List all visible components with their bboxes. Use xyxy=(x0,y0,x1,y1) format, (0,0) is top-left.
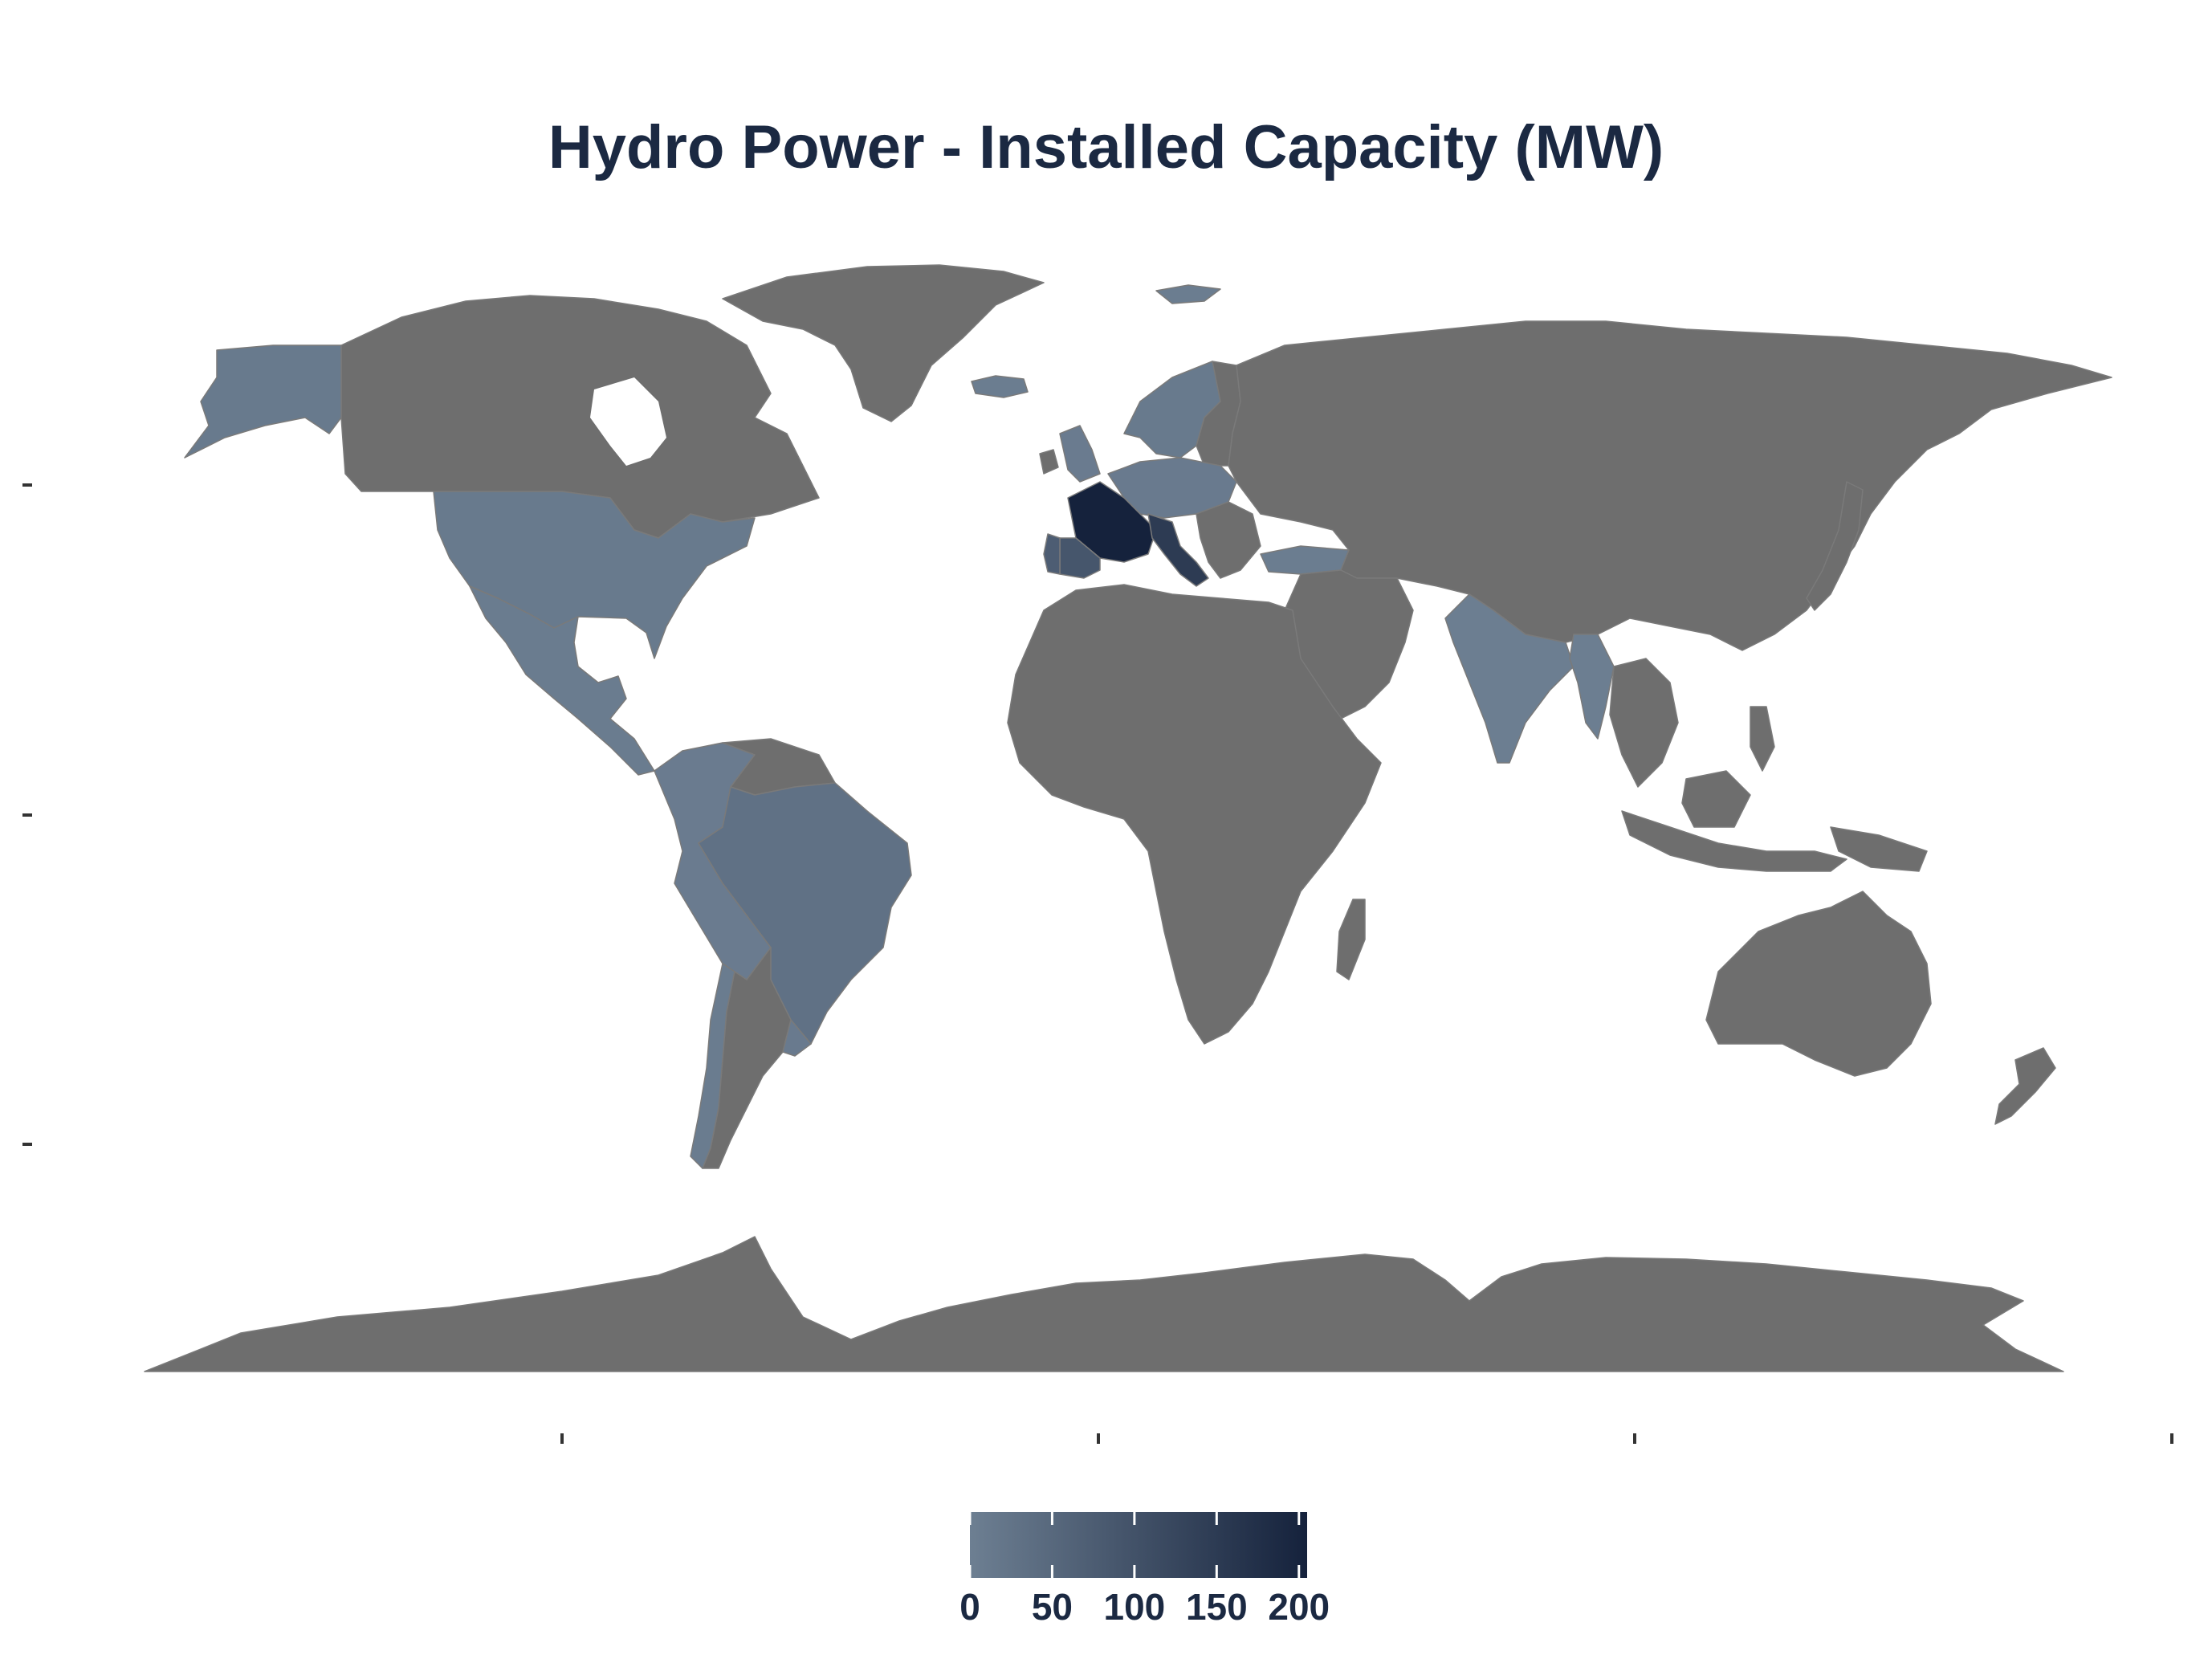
legend-labels: 0 50 100 150 200 xyxy=(959,1586,1330,1628)
region-new-zealand xyxy=(1994,1047,2056,1125)
region-indonesia xyxy=(1621,810,1847,872)
region-africa xyxy=(1007,584,1382,1045)
region-hudson-bay xyxy=(590,377,666,466)
region-turkey xyxy=(1260,545,1350,575)
legend-label: 50 xyxy=(1032,1586,1073,1628)
region-japan xyxy=(1806,481,1864,611)
region-argentina xyxy=(702,947,792,1169)
region-iceland xyxy=(971,375,1029,398)
legend-label: 0 xyxy=(959,1586,980,1628)
x-axis-ticks xyxy=(560,1433,2173,1444)
region-southeast-asia xyxy=(1609,658,1679,788)
legend-colorbar xyxy=(970,1512,1307,1578)
region-australia xyxy=(1705,891,1932,1077)
region-italy xyxy=(1147,513,1209,587)
region-philippines xyxy=(1750,706,1775,772)
legend-label: 100 xyxy=(1104,1586,1166,1628)
region-svalbard xyxy=(1155,284,1221,304)
region-myanmar xyxy=(1569,634,1615,740)
region-uk xyxy=(1059,425,1101,483)
region-mexico-central xyxy=(469,585,655,776)
region-russia-asia xyxy=(1228,320,2112,651)
legend-ticks xyxy=(968,1512,1301,1578)
region-india xyxy=(1444,593,1574,764)
region-new-guinea xyxy=(1830,826,1928,872)
chart-title: Hydro Power - Installed Capacity (MW) xyxy=(548,113,1664,181)
region-madagascar xyxy=(1336,899,1366,980)
region-greenland xyxy=(722,264,1045,422)
legend-label: 200 xyxy=(1268,1586,1330,1628)
y-axis-ticks xyxy=(22,483,32,1146)
region-brazil xyxy=(698,782,912,1045)
region-portugal xyxy=(1043,533,1061,575)
region-alaska xyxy=(184,344,342,459)
legend: 0 50 100 150 200 xyxy=(959,1512,1330,1628)
region-borneo xyxy=(1681,770,1751,828)
legend-label: 150 xyxy=(1186,1586,1248,1628)
region-antarctica xyxy=(144,1236,2064,1372)
region-balkans xyxy=(1196,501,1261,579)
region-uruguay xyxy=(782,1019,812,1057)
region-ireland xyxy=(1039,449,1059,475)
